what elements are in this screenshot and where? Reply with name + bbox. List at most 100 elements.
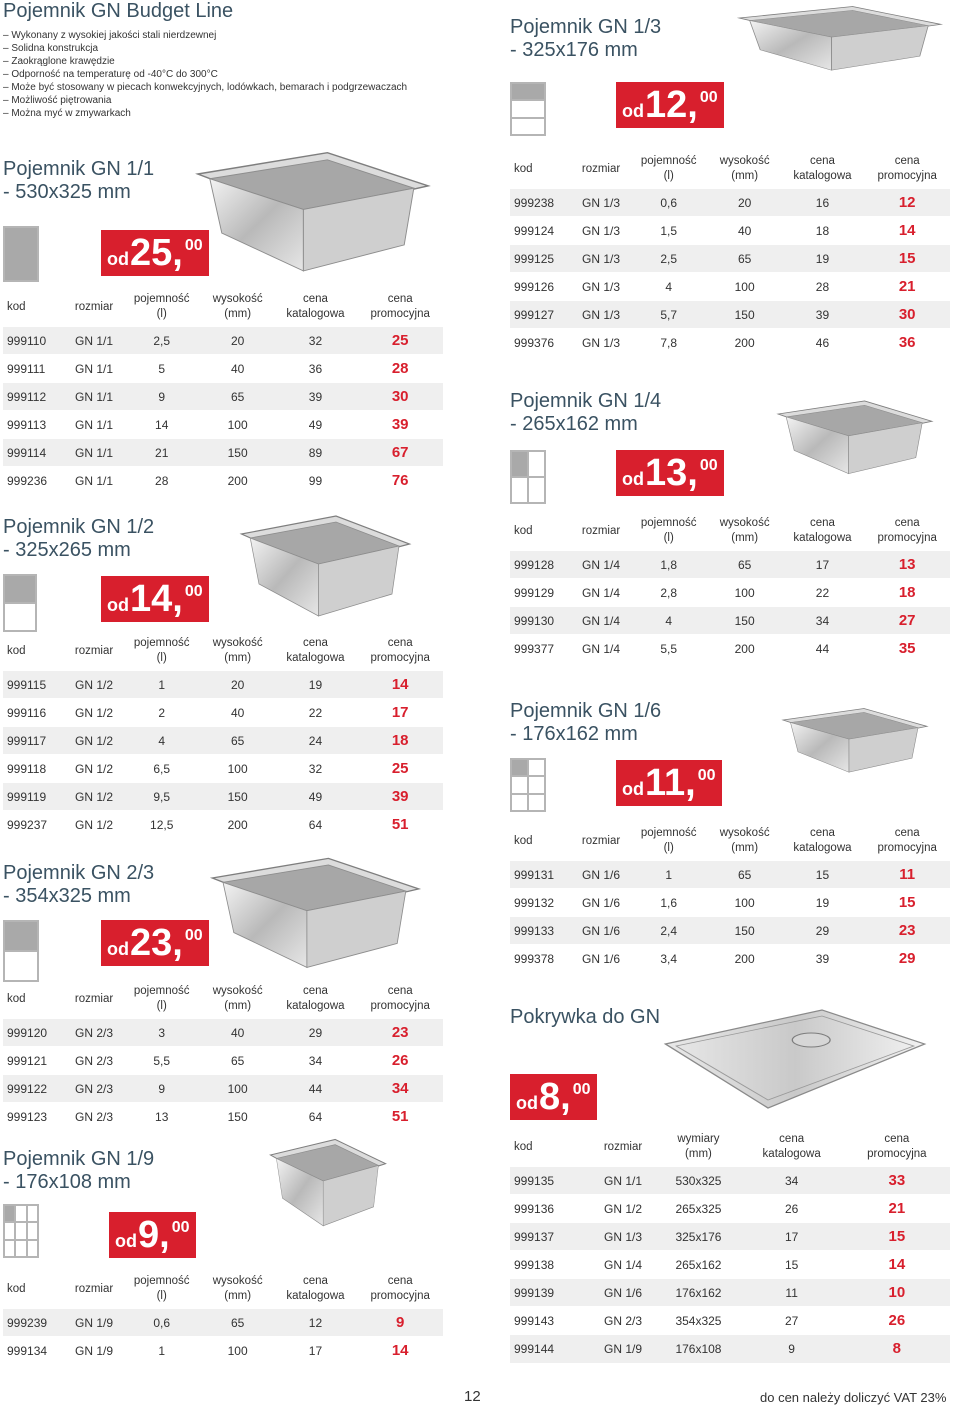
table-row: 999376 GN 1/3 7,8 200 46 36 bbox=[510, 328, 950, 357]
promo-price-cell: 35 bbox=[864, 634, 950, 663]
diagram-cell bbox=[26, 1222, 38, 1240]
column-header: wysokość (mm) bbox=[719, 827, 770, 854]
table-cell: 36 bbox=[273, 354, 358, 383]
feature-item: Solidna konstrukcja bbox=[3, 42, 448, 55]
table-cell: 100 bbox=[201, 754, 274, 783]
table-cell: GN 1/1 bbox=[66, 466, 122, 495]
table-cell: 17 bbox=[273, 1336, 358, 1365]
price-table: kod rozmiar pojemność (l) wysokość (mm) cena… bbox=[510, 826, 950, 973]
price-table: kod rozmiar pojemność (l) wysokość (mm) cena… bbox=[510, 154, 950, 357]
table-cell: GN 1/4 bbox=[588, 1250, 658, 1279]
column-header: pojemność (l) bbox=[133, 985, 190, 1012]
diagram-cell bbox=[511, 100, 545, 118]
table-row: 999124 GN 1/3 1,5 40 18 14 bbox=[510, 216, 950, 245]
table-row: 999236 GN 1/1 28 200 99 76 bbox=[3, 466, 443, 495]
table-cell: 46 bbox=[780, 328, 865, 357]
price-table: kod rozmiar pojemność (l) wysokość (mm) cena… bbox=[3, 292, 443, 495]
gn-size-diagram bbox=[510, 82, 546, 136]
column-header: wysokość (mm) bbox=[719, 517, 770, 544]
column-header: pojemność (l) bbox=[640, 155, 697, 182]
table-row: 999121 GN 2/3 5,5 65 34 26 bbox=[3, 1046, 443, 1075]
promo-price-cell: 23 bbox=[864, 916, 950, 945]
section-size-line: - 325x265 mm bbox=[3, 539, 131, 561]
table-row: 999125 GN 1/3 2,5 65 19 15 bbox=[510, 244, 950, 273]
table-cell: 999120 bbox=[3, 1018, 67, 1047]
table-cell: 999376 bbox=[510, 328, 574, 357]
promo-price-cell: 14 bbox=[357, 670, 443, 699]
table-cell: 265x162 bbox=[657, 1250, 740, 1279]
price-value: 25, bbox=[130, 232, 183, 274]
table-cell: 999124 bbox=[510, 216, 574, 245]
table-cell: 32 bbox=[273, 326, 358, 355]
table-cell: 354x325 bbox=[657, 1306, 740, 1335]
table-row: 999136 GN 1/2 265x325 26 21 bbox=[510, 1194, 950, 1223]
table-cell: 999131 bbox=[510, 860, 574, 889]
column-header: cena katalogowa bbox=[762, 1133, 821, 1160]
price-table: kod rozmiar pojemność (l) wysokość (mm) cena… bbox=[3, 984, 443, 1131]
table-cell: 1 bbox=[628, 860, 709, 889]
table-cell: GN 1/4 bbox=[573, 606, 629, 635]
table-cell: 13 bbox=[121, 1102, 202, 1131]
table-cell: 999123 bbox=[3, 1102, 67, 1131]
table-row: 999117 GN 1/2 4 65 24 18 bbox=[3, 726, 443, 755]
section-size-line: - 325x176 mm bbox=[510, 39, 638, 61]
price-badge: od 11, 00 bbox=[616, 760, 722, 806]
price-prefix: od bbox=[622, 101, 644, 121]
diagram-cell bbox=[15, 1205, 27, 1223]
table-cell: 65 bbox=[201, 1046, 274, 1075]
table-cell: 999137 bbox=[510, 1222, 589, 1251]
table-cell: 0,6 bbox=[628, 188, 709, 217]
promo-price-cell: 26 bbox=[357, 1046, 443, 1075]
section-title-line: Pojemnik GN 2/3 bbox=[3, 862, 155, 884]
table-cell: GN 1/6 bbox=[573, 916, 629, 945]
price-badge: od 23, 00 bbox=[101, 920, 209, 966]
column-header: kod bbox=[7, 992, 26, 1005]
column-header: wysokość (mm) bbox=[212, 293, 263, 320]
column-header: cena promocyjna bbox=[370, 293, 430, 320]
table-cell: GN 1/4 bbox=[573, 578, 629, 607]
table-cell: GN 1/2 bbox=[588, 1194, 658, 1223]
table-cell: GN 1/1 bbox=[66, 354, 122, 383]
table-cell: 999144 bbox=[510, 1334, 589, 1363]
table-cell: 999136 bbox=[510, 1194, 589, 1223]
promo-price-cell: 14 bbox=[864, 216, 950, 245]
table-cell: 40 bbox=[201, 1018, 274, 1047]
price-prefix: od bbox=[107, 595, 129, 615]
feature-item: Odporność na temperaturę od -40°C do 300… bbox=[3, 68, 448, 81]
table-row: 999138 GN 1/4 265x162 15 14 bbox=[510, 1250, 950, 1279]
diagram-cell-filled bbox=[4, 227, 38, 281]
table-cell: 39 bbox=[273, 382, 358, 411]
diagram-cell bbox=[528, 776, 545, 794]
table-cell: 999377 bbox=[510, 634, 574, 663]
promo-price-cell: 30 bbox=[357, 382, 443, 411]
table-cell: 65 bbox=[201, 1308, 274, 1337]
promo-price-cell: 23 bbox=[357, 1018, 443, 1047]
price-value: 23, bbox=[130, 922, 183, 964]
feature-item: Zaokrąglone krawędzie bbox=[3, 55, 448, 68]
table-cell: 64 bbox=[273, 810, 358, 839]
table-row: 999113 GN 1/1 14 100 49 39 bbox=[3, 410, 443, 439]
table-cell: 19 bbox=[780, 244, 865, 273]
table-cell: 150 bbox=[708, 916, 781, 945]
promo-price-cell: 13 bbox=[864, 550, 950, 579]
table-row: 999377 GN 1/4 5,5 200 44 35 bbox=[510, 634, 950, 663]
promo-price-cell: 33 bbox=[843, 1166, 950, 1195]
diagram-cell bbox=[528, 477, 545, 503]
table-cell: GN 1/6 bbox=[573, 888, 629, 917]
section-title-line: Pojemnik GN 1/2 bbox=[3, 516, 155, 538]
section-title-line: Pojemnik GN 1/9 bbox=[3, 1148, 155, 1170]
column-header: wysokość (mm) bbox=[212, 637, 263, 664]
section-size-line: - 176x162 mm bbox=[510, 723, 638, 745]
promo-price-cell: 15 bbox=[864, 888, 950, 917]
column-header: rozmiar bbox=[581, 834, 621, 847]
table-cell: 44 bbox=[273, 1074, 358, 1103]
price-table: kod rozmiar pojemność (l) wysokość (mm) cena… bbox=[3, 1274, 443, 1365]
table-cell: GN 1/2 bbox=[66, 670, 122, 699]
feature-item: Można myć w zmywarkach bbox=[3, 107, 448, 120]
column-header: kod bbox=[514, 162, 533, 175]
table-cell: GN 1/2 bbox=[66, 810, 122, 839]
column-header: kod bbox=[7, 644, 26, 657]
diagram-cell-filled bbox=[4, 921, 38, 951]
price-prefix: od bbox=[516, 1093, 538, 1113]
price-badge: od 14, 00 bbox=[101, 576, 209, 622]
